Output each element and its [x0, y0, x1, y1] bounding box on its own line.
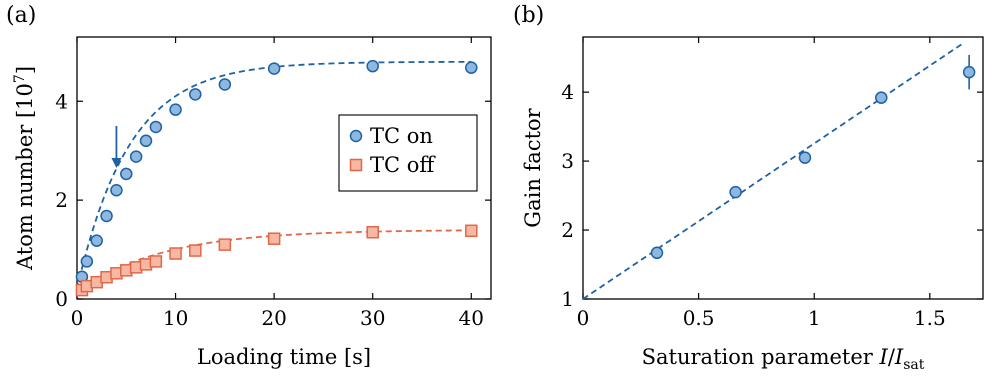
panel-b-ticks: 0 0.5 1 1.5 1 2 3 4 — [561, 37, 983, 330]
x-tick-label: 1 — [808, 306, 821, 330]
panel-a-y-axis-label-main: Atom number [10 — [13, 83, 37, 271]
data-point-tc-on — [120, 167, 133, 181]
x-tick-label: 30 — [360, 306, 385, 330]
data-point-tc-off — [189, 244, 202, 257]
data-point-tc-on — [366, 59, 379, 73]
panel-a-x-axis-label: Loading time [s] — [197, 345, 371, 369]
data-point-tc-on — [267, 62, 281, 75]
data-point-tc-on — [149, 120, 163, 134]
panel-a-ticks: 0 10 20 30 40 0 2 4 — [55, 37, 491, 330]
panel-a-legend: TC on TC off — [338, 114, 478, 192]
data-point-tc-on — [139, 134, 153, 148]
data-point-tc-on — [110, 183, 123, 197]
panel-a-points — [75, 59, 478, 297]
panel-b-x-axis-label-i: I — [879, 345, 889, 369]
fit-line — [582, 43, 963, 300]
panel-b-chart: 0 0.5 1 1.5 1 2 3 4 Saturation parameter I/Isat… — [521, 36, 984, 373]
panel-b-x-axis-label-sub: sat — [903, 357, 925, 373]
y-tick-label: 4 — [55, 89, 68, 113]
panel-a-label: (a) — [6, 3, 36, 28]
x-tick-label: 1.5 — [914, 306, 946, 330]
panel-b-x-axis-label-main: Saturation parameter — [642, 345, 880, 369]
data-point-tc-on — [100, 209, 113, 223]
data-point-tc-on — [90, 234, 103, 247]
panel-a-y-axis-label-exp: 7 — [12, 74, 28, 83]
y-tick-label: 2 — [55, 188, 68, 212]
data-point — [729, 185, 742, 199]
y-tick-label: 1 — [561, 287, 574, 311]
panel-a-annotation-arrow — [111, 125, 122, 168]
data-point-tc-on — [80, 255, 94, 268]
x-tick-label: 20 — [261, 306, 286, 330]
y-tick-label: 3 — [561, 149, 574, 173]
data-point-tc-on — [169, 103, 182, 116]
legend-label-tc-off: TC off — [370, 153, 436, 177]
data-point-tc-off — [218, 238, 232, 251]
panel-a-frame — [76, 36, 492, 300]
x-tick-label: 10 — [163, 306, 188, 330]
x-tick-label: 0.5 — [683, 306, 715, 330]
data-point-tc-off — [366, 226, 379, 239]
data-point-tc-on — [218, 78, 232, 91]
panel-b-x-axis-label-i2: I — [894, 345, 904, 369]
data-point-tc-off — [169, 247, 182, 260]
data-point-tc-on — [465, 61, 478, 74]
data-point-tc-off — [267, 232, 281, 245]
y-tick-label: 2 — [561, 218, 574, 242]
legend-box — [338, 114, 478, 192]
data-point-tc-off — [149, 255, 163, 268]
panel-b-points — [650, 54, 976, 260]
data-point-tc-on — [129, 150, 143, 163]
panel-b-label: (b) — [513, 3, 544, 28]
panel-b-x-axis-label: Saturation parameter I/Isat — [642, 345, 925, 373]
y-tick-label: 0 — [55, 287, 68, 311]
data-point — [650, 246, 664, 260]
x-tick-label: 0 — [71, 306, 84, 330]
legend-label-tc-on: TC on — [370, 124, 433, 148]
panel-b-y-axis-label: Gain factor — [521, 107, 545, 227]
arrow-head — [111, 158, 122, 168]
data-point — [962, 65, 976, 79]
x-tick-label: 0 — [577, 306, 590, 330]
panel-b-fit — [582, 43, 963, 300]
data-point-tc-on — [189, 88, 202, 101]
panel-a-y-axis-label: Atom number [107] — [12, 66, 37, 271]
legend-marker-tc-off — [349, 158, 363, 172]
x-tick-label: 40 — [459, 306, 484, 330]
panel-b-x-axis-label-slash: / — [888, 345, 896, 369]
data-point-tc-off — [465, 224, 478, 238]
panel-b-frame — [582, 36, 984, 300]
data-point — [875, 91, 888, 104]
panel-a-chart: 0 10 20 30 40 0 2 4 TC on TC off Loading time [… — [12, 36, 492, 369]
panel-a-y-axis-label-close: ] — [13, 66, 37, 74]
legend-marker-tc-on — [349, 129, 363, 143]
data-point — [798, 151, 812, 164]
y-tick-label: 4 — [561, 80, 574, 104]
